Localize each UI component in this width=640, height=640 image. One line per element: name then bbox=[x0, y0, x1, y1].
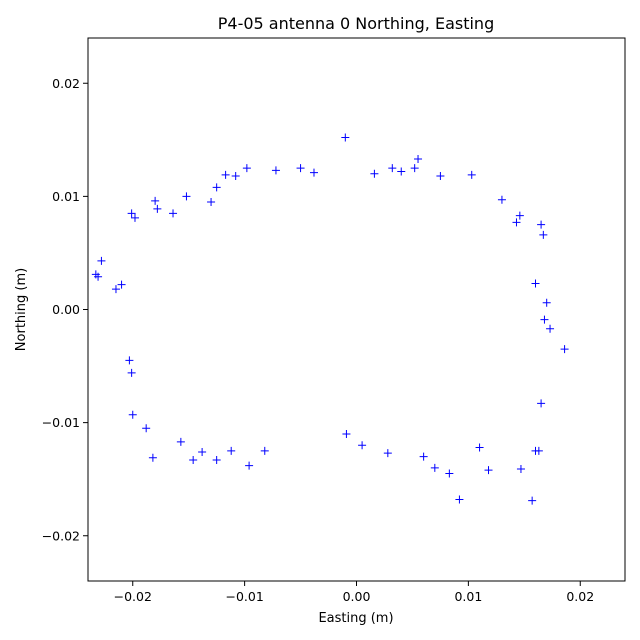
data-point bbox=[127, 209, 136, 218]
data-point bbox=[117, 280, 126, 289]
data-point bbox=[97, 256, 106, 265]
data-point bbox=[169, 209, 178, 218]
x-tick-label: −0.02 bbox=[114, 589, 152, 604]
x-axis-ticks: −0.02 −0.01 0.00 0.01 0.02 bbox=[114, 581, 594, 604]
data-point bbox=[537, 399, 546, 408]
data-point bbox=[309, 168, 318, 177]
data-point bbox=[212, 455, 221, 464]
data-point bbox=[388, 164, 397, 173]
x-tick-label: −0.01 bbox=[225, 589, 263, 604]
data-point bbox=[516, 465, 525, 474]
data-point bbox=[94, 272, 103, 281]
data-point bbox=[419, 452, 428, 461]
data-point bbox=[153, 204, 162, 213]
data-point bbox=[198, 448, 207, 457]
data-point bbox=[111, 285, 120, 294]
data-point bbox=[221, 170, 230, 179]
data-point bbox=[341, 133, 350, 142]
data-point bbox=[127, 368, 136, 377]
data-point bbox=[207, 198, 216, 207]
plot-area-frame bbox=[87, 37, 626, 582]
data-point bbox=[436, 172, 445, 181]
data-point bbox=[212, 183, 221, 192]
data-point bbox=[531, 279, 540, 288]
data-point bbox=[475, 443, 484, 452]
y-axis-ticks: −0.02 −0.01 0.00 0.01 0.02 bbox=[42, 76, 88, 543]
data-point bbox=[414, 155, 423, 164]
data-point bbox=[125, 356, 134, 365]
y-axis-label: Northing (m) bbox=[14, 268, 29, 351]
data-point bbox=[358, 441, 367, 450]
data-point bbox=[397, 167, 406, 176]
data-point bbox=[342, 429, 351, 438]
y-tick-label: 0.02 bbox=[52, 76, 80, 91]
chart-title: P4-05 antenna 0 Northing, Easting bbox=[218, 14, 494, 33]
data-point bbox=[148, 453, 157, 462]
data-point bbox=[410, 164, 419, 173]
y-tick-label: 0.01 bbox=[52, 189, 80, 204]
data-point bbox=[560, 345, 569, 354]
data-point bbox=[383, 449, 392, 458]
data-point bbox=[142, 424, 151, 433]
y-tick-label: −0.02 bbox=[42, 528, 80, 543]
data-points bbox=[91, 133, 569, 505]
data-point bbox=[539, 230, 548, 239]
data-point bbox=[467, 170, 476, 179]
data-point bbox=[528, 496, 537, 505]
data-point bbox=[430, 463, 439, 472]
data-point bbox=[515, 211, 524, 220]
data-point bbox=[231, 172, 240, 181]
data-point bbox=[455, 495, 464, 504]
x-tick-label: 0.00 bbox=[343, 589, 371, 604]
data-point bbox=[182, 192, 191, 201]
data-point bbox=[296, 164, 305, 173]
data-point bbox=[370, 169, 379, 178]
y-tick-label: −0.01 bbox=[42, 415, 80, 430]
data-point bbox=[128, 410, 137, 419]
data-point bbox=[271, 166, 280, 175]
data-point bbox=[445, 469, 454, 478]
data-point bbox=[542, 298, 551, 307]
y-tick-label: 0.00 bbox=[52, 302, 80, 317]
data-point bbox=[546, 324, 555, 333]
data-point bbox=[540, 315, 549, 324]
data-point bbox=[130, 213, 139, 222]
data-point bbox=[227, 446, 236, 455]
data-point bbox=[242, 164, 251, 173]
data-point bbox=[176, 437, 185, 446]
x-tick-label: 0.01 bbox=[454, 589, 482, 604]
data-point bbox=[91, 270, 100, 279]
data-point bbox=[512, 218, 521, 227]
data-point bbox=[497, 195, 506, 204]
data-point bbox=[260, 446, 269, 455]
x-axis-label: Easting (m) bbox=[318, 611, 393, 626]
x-tick-label: 0.02 bbox=[566, 589, 594, 604]
data-point bbox=[245, 461, 254, 470]
data-point bbox=[189, 455, 198, 464]
data-point bbox=[537, 220, 546, 229]
data-point bbox=[484, 466, 493, 475]
data-point bbox=[151, 196, 160, 205]
data-point bbox=[534, 446, 543, 455]
